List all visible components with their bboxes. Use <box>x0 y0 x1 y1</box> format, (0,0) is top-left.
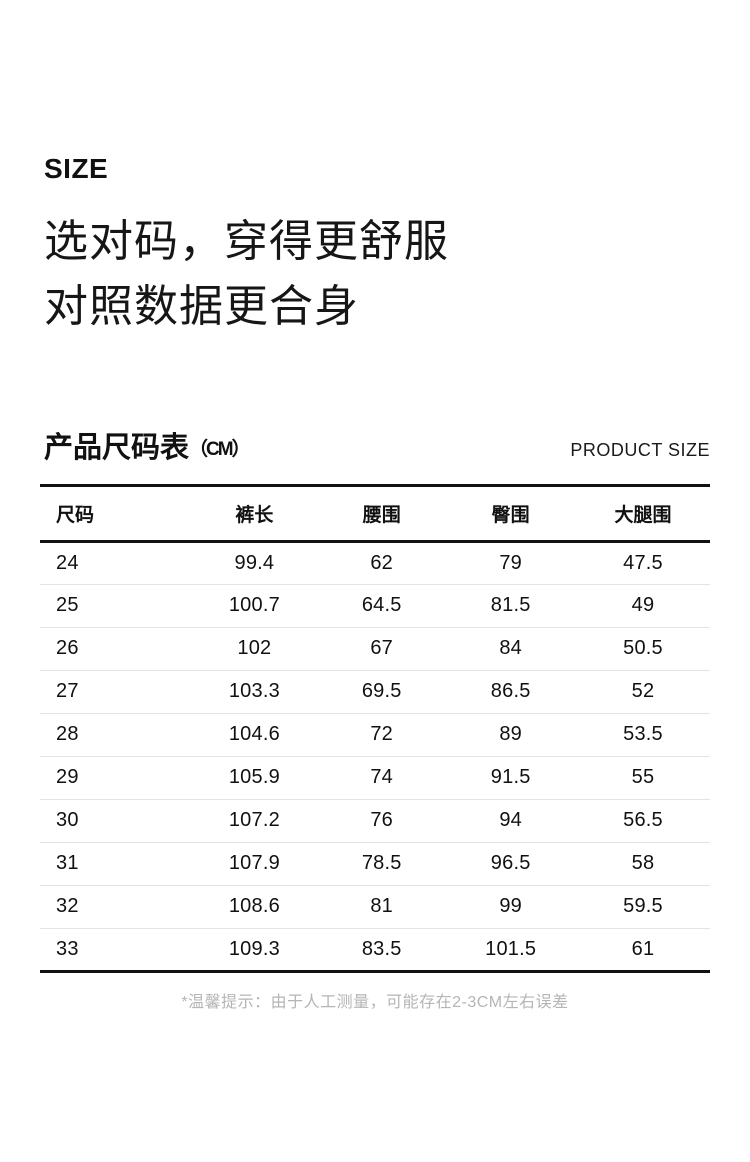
size-value-cell: 27 <box>56 680 79 703</box>
table-row: 27 103.3 69.5 86.5 52 <box>40 670 710 714</box>
size-value-cell: 25 <box>56 594 79 617</box>
size-table: 尺码 裤长 腰围 臀围 大腿围 24 99.4 62 79 47.5 25 100.7 64.… <box>40 484 710 973</box>
size-value-cell: 31 <box>56 852 79 875</box>
size-value-cell: 32 <box>56 895 79 918</box>
table-header-size: 尺码 <box>56 504 95 526</box>
table-row: 25 100.7 64.5 81.5 49 <box>40 584 710 628</box>
eyebrow-size-label: SIZE <box>44 153 109 184</box>
measurement-cell: 103.3 <box>228 680 280 703</box>
size-value-cell: 29 <box>56 766 79 789</box>
measurement-cell: 49 <box>631 594 655 617</box>
table-row: 31 107.9 78.5 96.5 58 <box>40 842 710 886</box>
table-header-row: 尺码 裤长 腰围 臀围 大腿围 <box>40 485 710 542</box>
measurement-cell: 84 <box>499 637 522 660</box>
measurement-cell: 104.6 <box>228 723 280 746</box>
measurement-cell: 72 <box>370 723 394 746</box>
measurement-cell: 58 <box>631 852 655 875</box>
measurement-cell: 67 <box>370 637 394 660</box>
measurement-cell: 47.5 <box>623 551 663 574</box>
measurement-cell: 109.3 <box>228 937 280 960</box>
measurement-cell: 83.5 <box>361 937 402 960</box>
size-value-cell: 30 <box>56 809 79 832</box>
table-row: 28 104.6 72 89 53.5 <box>40 713 710 757</box>
measurement-cell: 100.7 <box>228 594 280 617</box>
size-value-cell: 28 <box>56 723 79 746</box>
measurement-cell: 64.5 <box>361 594 402 617</box>
measurement-cell: 89 <box>499 723 522 746</box>
headline-line-1: 选对码，穿得更舒服 <box>44 217 449 266</box>
table-header-waist: 腰围 <box>362 504 401 526</box>
table-row: 26 102 67 84 50.5 <box>40 627 710 671</box>
section-title-en: PRODUCT SIZE <box>570 439 710 460</box>
measurement-cell: 105.9 <box>228 766 280 789</box>
measurement-cell: 91.5 <box>490 766 531 789</box>
measurement-cell: 74 <box>370 766 394 789</box>
measurement-cell: 108.6 <box>228 895 280 918</box>
section-title-cn-text: 产品尺码表 <box>44 432 190 464</box>
table-header-hip: 臀围 <box>491 504 530 526</box>
size-value-cell: 33 <box>56 937 79 960</box>
section-header: 产品尺码表（CM） PRODUCT SIZE <box>40 432 710 465</box>
table-row: 32 108.6 81 99 59.5 <box>40 885 710 929</box>
footnote: *温馨提示：由于人工测量，可能存在2-3CM左右误差 <box>181 993 569 1011</box>
size-value-cell: 26 <box>56 637 79 660</box>
measurement-cell: 78.5 <box>361 852 402 875</box>
measurement-cell: 62 <box>370 551 394 574</box>
measurement-cell: 99 <box>499 895 522 918</box>
table-header-length: 裤长 <box>235 504 274 526</box>
measurement-cell: 79 <box>499 551 522 574</box>
table-row: 30 107.2 76 94 56.5 <box>40 799 710 843</box>
headline: 选对码，穿得更舒服 对照数据更合身 <box>44 209 710 339</box>
table-header-thigh: 大腿围 <box>614 504 672 526</box>
measurement-cell: 96.5 <box>490 852 531 875</box>
measurement-cell: 61 <box>631 937 655 960</box>
measurement-cell: 55 <box>631 766 655 789</box>
measurement-cell: 107.9 <box>228 852 280 875</box>
measurement-cell: 59.5 <box>623 895 663 918</box>
measurement-cell: 81.5 <box>490 594 531 617</box>
measurement-cell: 69.5 <box>361 680 402 703</box>
size-value-cell: 24 <box>56 551 79 574</box>
measurement-cell: 76 <box>370 809 394 832</box>
table-row: 24 99.4 62 79 47.5 <box>40 541 710 585</box>
table-row: 33 109.3 83.5 101.5 61 <box>40 928 710 972</box>
measurement-cell: 50.5 <box>623 637 663 660</box>
section-title-cn: 产品尺码表（CM） <box>44 432 251 465</box>
measurement-cell: 53.5 <box>623 723 663 746</box>
measurement-cell: 81 <box>370 895 394 918</box>
headline-line-2: 对照数据更合身 <box>44 282 359 331</box>
measurement-cell: 101.5 <box>485 937 537 960</box>
size-guide-page: SIZE 选对码，穿得更舒服 对照数据更合身 产品尺码表（CM） PRODUCT… <box>0 155 750 1162</box>
section-title-unit: （CM） <box>189 439 251 460</box>
table-row: 29 105.9 74 91.5 55 <box>40 756 710 800</box>
measurement-cell: 107.2 <box>228 809 280 832</box>
measurement-cell: 94 <box>499 809 522 832</box>
measurement-cell: 99.4 <box>234 551 275 574</box>
measurement-cell: 52 <box>631 680 655 703</box>
size-table-body: 24 99.4 62 79 47.5 25 100.7 64.5 81.5 49 26 102 67 84… <box>40 541 710 972</box>
measurement-cell: 56.5 <box>623 809 663 832</box>
measurement-cell: 102 <box>237 637 272 660</box>
measurement-cell: 86.5 <box>490 680 531 703</box>
